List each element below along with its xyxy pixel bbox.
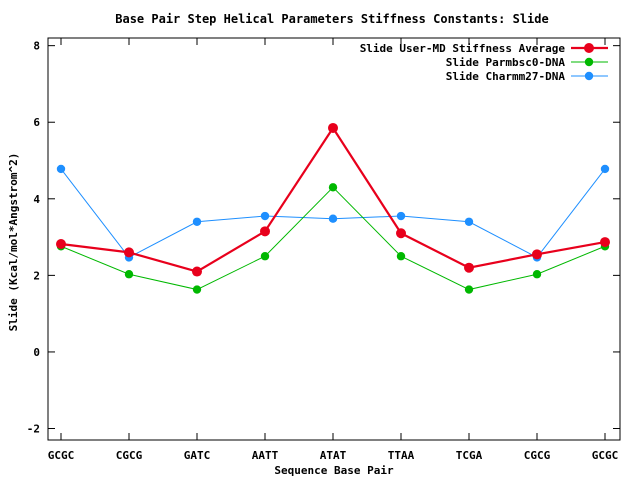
legend-marker — [584, 43, 594, 53]
series-line — [60, 168, 606, 259]
x-tick-label: CGCG — [116, 449, 143, 462]
x-axis-label: Sequence Base Pair — [274, 464, 394, 477]
data-point — [328, 183, 338, 192]
legend-label: Slide User-MD Stiffness Average — [360, 42, 566, 55]
y-axis: -2 0 2 4 6 8 — [27, 40, 620, 436]
chart-title: Base Pair Step Helical Parameters Stiffn… — [115, 12, 548, 26]
data-point — [328, 122, 338, 133]
data-point — [56, 164, 66, 174]
data-point — [600, 164, 610, 174]
data-point — [260, 252, 270, 261]
plot-frame — [47, 37, 621, 441]
data-point — [396, 211, 406, 221]
series-line — [60, 186, 606, 291]
data-point — [124, 247, 134, 258]
x-tick-label: GATC — [184, 449, 211, 462]
x-tick-label: ATAT — [320, 449, 347, 462]
y-tick-label: 8 — [33, 40, 40, 53]
data-point — [192, 266, 202, 277]
x-tick-label: GCGC — [592, 449, 619, 462]
y-tick-label: 6 — [33, 116, 40, 129]
legend-marker — [584, 71, 594, 81]
data-point — [260, 211, 270, 221]
legend-label: Slide Parmbsc0-DNA — [446, 56, 566, 69]
y-tick-label: 0 — [33, 346, 40, 359]
x-axis: GCGC CGCG GATC AATT ATAT TTAA TCGA CGCG GCGC — [48, 38, 619, 462]
x-tick-label: GCGC — [48, 449, 75, 462]
data-point — [600, 237, 610, 248]
y-tick-label: 2 — [33, 269, 40, 282]
x-tick-label: AATT — [252, 449, 279, 462]
data-point — [532, 270, 542, 279]
data-point — [260, 226, 270, 237]
x-tick-label: TTAA — [388, 449, 415, 462]
data-point — [532, 249, 542, 260]
x-tick-label: TCGA — [456, 449, 483, 462]
series-layer — [56, 122, 610, 294]
data-point — [464, 217, 474, 226]
data-point — [56, 238, 66, 249]
data-point — [464, 285, 474, 294]
series-1 — [56, 183, 610, 294]
y-tick-label: -2 — [27, 423, 40, 436]
legend-marker — [584, 57, 594, 67]
y-axis-label: Slide (Kcal/mol*Angstrom^2) — [7, 153, 20, 332]
data-point — [328, 214, 338, 223]
data-point — [124, 270, 134, 279]
series-0 — [56, 122, 610, 277]
y-tick-label: 4 — [33, 193, 40, 206]
data-point — [192, 217, 202, 226]
data-point — [396, 228, 406, 239]
legend-label: Slide Charmm27-DNA — [446, 70, 566, 83]
data-point — [464, 262, 474, 273]
data-point — [192, 285, 202, 294]
data-point — [396, 252, 406, 261]
series-2 — [56, 164, 610, 262]
x-tick-label: CGCG — [524, 449, 551, 462]
